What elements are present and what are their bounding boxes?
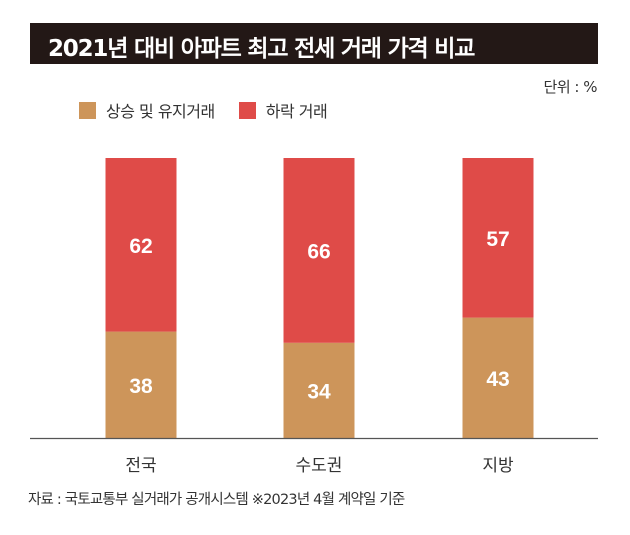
bar-segment-rise [462,317,534,438]
stacked-bar-chart: 38 62 전국 34 66 수도권 43 57 지방 [30,158,598,476]
bar-segment-fall [105,158,177,332]
title-bar: 2021년 대비 아파트 최고 전세 거래 가격 비교 [30,23,598,64]
legend-label-fall: 하락 거래 [265,102,328,121]
bar-segment-rise [105,331,177,438]
data-label: 62 [129,235,152,258]
category-label: 수도권 [296,456,343,476]
data-label: 66 [307,240,330,263]
legend: 상승 및 유지거래 하락 거래 [79,98,351,122]
chart-title: 2021년 대비 아파트 최고 전세 거래 가격 비교 [48,36,475,62]
category-label: 지방 [482,456,514,476]
source-note: 자료 : 국토교통부 실거래가 공개시스템 ※2023년 4월 계약일 기준 [28,492,405,508]
legend-item-fall: 하락 거래 [238,98,328,122]
bar-segment-fall [283,158,355,343]
legend-label-rise: 상승 및 유지거래 [106,102,215,121]
data-label: 34 [307,380,331,403]
data-label: 57 [486,228,509,251]
unit-label: 단위 : % [543,78,598,96]
category-label: 전국 [125,456,156,476]
legend-swatch-fall [238,101,256,119]
data-label: 38 [129,375,153,398]
bar-segment-fall [462,158,534,318]
data-label: 43 [486,368,509,391]
legend-item-rise: 상승 및 유지거래 [79,98,215,122]
bar-segment-rise [283,342,355,438]
legend-swatch-rise [79,101,96,119]
